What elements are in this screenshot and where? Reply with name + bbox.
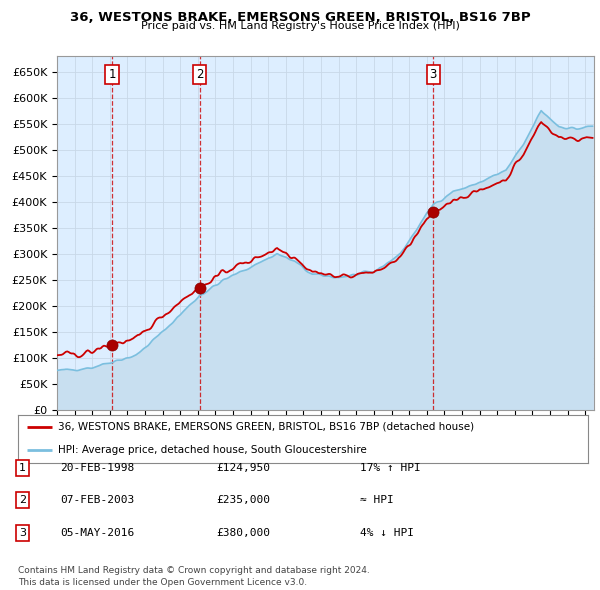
Text: £124,950: £124,950 [216, 463, 270, 473]
Text: HPI: Average price, detached house, South Gloucestershire: HPI: Average price, detached house, Sout… [58, 445, 367, 455]
Text: 05-MAY-2016: 05-MAY-2016 [60, 528, 134, 537]
Text: 3: 3 [19, 528, 26, 537]
Text: 2: 2 [196, 68, 203, 81]
Text: Contains HM Land Registry data © Crown copyright and database right 2024.
This d: Contains HM Land Registry data © Crown c… [18, 566, 370, 587]
Text: £235,000: £235,000 [216, 496, 270, 505]
Text: 4% ↓ HPI: 4% ↓ HPI [360, 528, 414, 537]
Text: 1: 1 [19, 463, 26, 473]
Text: 07-FEB-2003: 07-FEB-2003 [60, 496, 134, 505]
Text: 36, WESTONS BRAKE, EMERSONS GREEN, BRISTOL, BS16 7BP: 36, WESTONS BRAKE, EMERSONS GREEN, BRIST… [70, 11, 530, 24]
Text: ≈ HPI: ≈ HPI [360, 496, 394, 505]
Text: 36, WESTONS BRAKE, EMERSONS GREEN, BRISTOL, BS16 7BP (detached house): 36, WESTONS BRAKE, EMERSONS GREEN, BRIST… [58, 422, 474, 432]
Text: Price paid vs. HM Land Registry's House Price Index (HPI): Price paid vs. HM Land Registry's House … [140, 21, 460, 31]
Text: 17% ↑ HPI: 17% ↑ HPI [360, 463, 421, 473]
Text: 3: 3 [430, 68, 437, 81]
Text: 20-FEB-1998: 20-FEB-1998 [60, 463, 134, 473]
Text: £380,000: £380,000 [216, 528, 270, 537]
Text: 2: 2 [19, 496, 26, 505]
Text: 1: 1 [108, 68, 116, 81]
